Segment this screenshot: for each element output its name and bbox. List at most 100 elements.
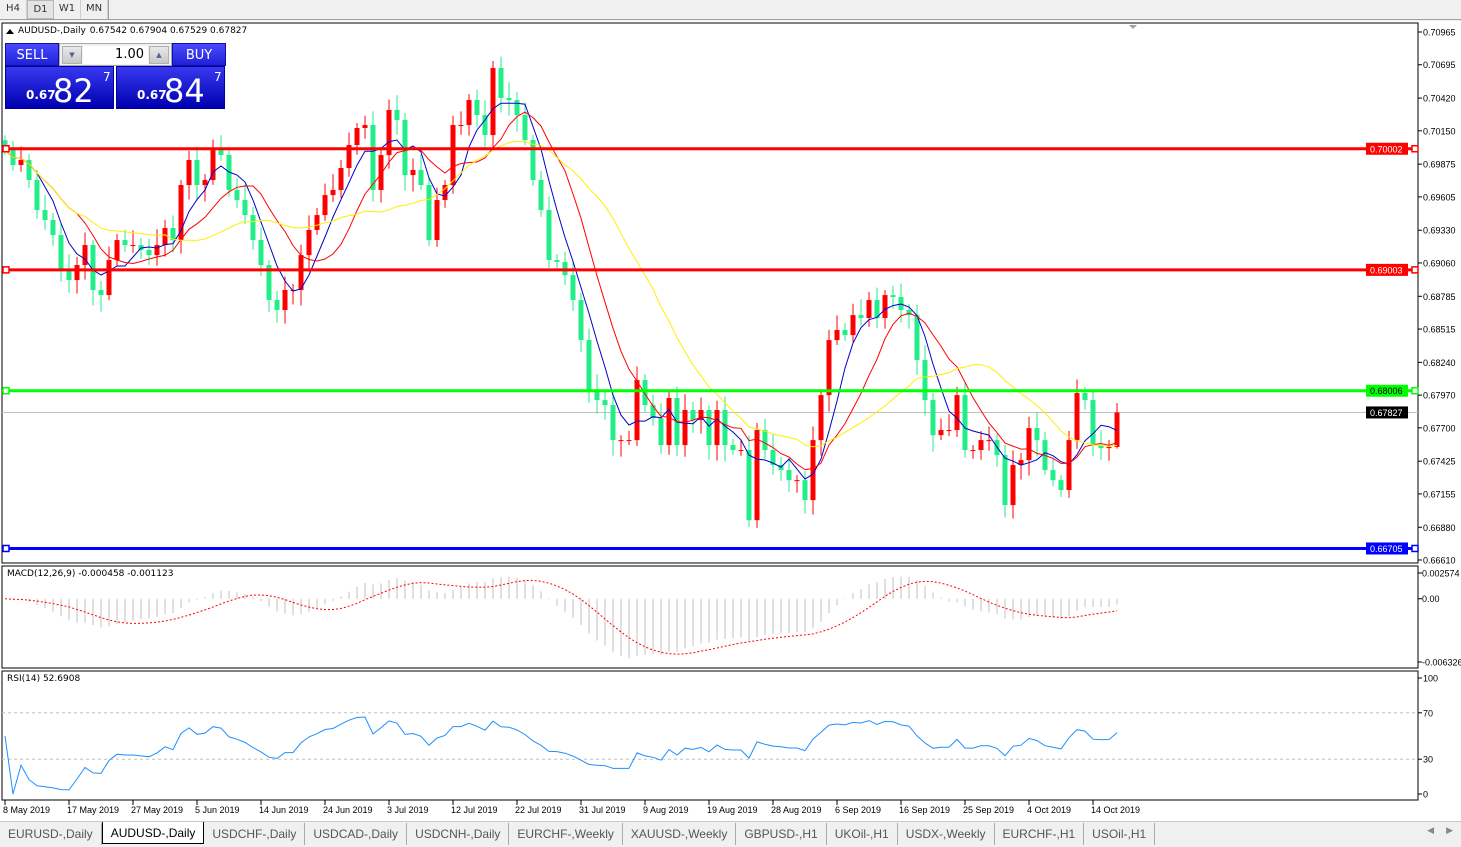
chart-tab[interactable]: USOil-,H1 [1084, 823, 1156, 845]
candle-bearish [914, 315, 920, 361]
date-axis-label: 24 Jun 2019 [323, 805, 373, 815]
candle-bullish [458, 124, 464, 126]
candle-bearish [586, 340, 592, 391]
level-price-tag [1366, 384, 1408, 397]
date-axis-label: 3 Jul 2019 [387, 805, 429, 815]
price-pane-frame [1, 22, 1419, 564]
ma-fast-line [4, 102, 1118, 480]
toolbar-divider [108, 0, 109, 19]
lot-size-stepper[interactable]: ▼ 1.00 ▲ [59, 43, 172, 66]
chart-tab[interactable]: USDCAD-,Daily [305, 823, 408, 845]
current-price-tag [1366, 406, 1408, 419]
candle-bearish [26, 160, 32, 181]
chart-tab[interactable]: GBPUSD-,H1 [736, 823, 827, 845]
candle-bearish [1002, 455, 1008, 506]
candle-bearish [570, 275, 576, 301]
candle-bearish [266, 265, 272, 301]
candle-bullish [82, 245, 88, 266]
ma-slow-line [4, 140, 1118, 448]
candle-bearish [538, 180, 544, 210]
date-axis-label: 12 Jul 2019 [451, 805, 498, 815]
chart-tab[interactable]: UKOil-,H1 [827, 823, 898, 845]
candle-bullish [1114, 412, 1120, 448]
level-price-label: 0.68006 [1370, 386, 1403, 396]
rsi-axis-label: 30 [1423, 755, 1433, 765]
timeframe-h4[interactable]: H4 [0, 0, 27, 19]
rsi-line [4, 716, 1118, 795]
candle-bearish [658, 418, 664, 446]
lot-increase-icon[interactable]: ▲ [149, 45, 169, 64]
price-axis-label: 0.68240 [1423, 358, 1456, 368]
date-axis-label: 28 Aug 2019 [771, 805, 822, 815]
candle-bearish [498, 68, 504, 98]
chart-tab[interactable]: USDCNH-,Daily [407, 823, 510, 845]
buy-price[interactable]: 0.67 84 7 [116, 66, 225, 109]
price-axis-label: 0.68515 [1423, 325, 1456, 335]
candle-bullish [738, 450, 744, 452]
chart-tab[interactable]: EURCHF-,H1 [995, 823, 1085, 845]
candle-bearish [874, 300, 880, 319]
sell-price-prefix: 0.67 [26, 88, 56, 102]
chart-tab[interactable]: EURUSD-,Daily [0, 823, 102, 845]
level-handle-right [1411, 266, 1419, 274]
collapse-triangle-icon[interactable] [6, 28, 14, 34]
candle-bearish [746, 450, 752, 521]
buy-price-pips: 84 [164, 72, 205, 110]
sell-button[interactable]: SELL [5, 43, 59, 67]
candle-bearish [922, 360, 928, 401]
candle-bullish [74, 265, 80, 281]
candle-bullish [818, 395, 824, 441]
chart-tab[interactable]: USDCHF-,Daily [204, 823, 306, 845]
rsi-axis-label: 70 [1423, 708, 1433, 718]
level-handle-right [1411, 544, 1419, 553]
timeframe-d1[interactable]: D1 [27, 0, 54, 19]
candle-bearish [730, 445, 736, 451]
chart-tab[interactable]: AUDUSD-,Daily [101, 822, 205, 844]
candle-bearish [170, 228, 176, 241]
buy-price-prefix: 0.67 [137, 88, 167, 102]
candle-bullish [754, 430, 760, 521]
price-axis-label: 0.68785 [1423, 292, 1456, 302]
candle-bearish [578, 300, 584, 341]
lot-size-input[interactable]: 1.00 [83, 45, 148, 64]
chart-tab[interactable]: USDX-,Weekly [898, 823, 995, 845]
date-axis-label: 14 Jun 2019 [259, 805, 309, 815]
tab-scroll-left-icon[interactable]: ◀ [1427, 826, 1435, 836]
timeframe-w1[interactable]: W1 [54, 0, 81, 19]
candle-bullish [714, 410, 720, 446]
date-axis-label: 17 May 2019 [67, 805, 119, 815]
sell-label: SELL [11, 46, 53, 67]
rsi-axis-label: 100 [1423, 674, 1438, 684]
date-axis-label: 27 May 2019 [131, 805, 183, 815]
date-axis-label: 16 Sep 2019 [899, 805, 950, 815]
candle-bullish [338, 168, 344, 190]
candle-bearish [194, 160, 200, 186]
chart-tab[interactable]: EURCHF-,Weekly [509, 823, 623, 845]
level-handle-left [2, 544, 10, 553]
timeframe-mn[interactable]: MN [81, 0, 108, 19]
candle-bearish [722, 410, 728, 446]
candle-bearish [906, 310, 912, 316]
buy-button[interactable]: BUY [172, 43, 226, 67]
candle-bearish [146, 249, 152, 256]
candle-bearish [1098, 445, 1104, 449]
date-axis-label: 31 Jul 2019 [579, 805, 626, 815]
candle-bullish [106, 260, 112, 296]
chart-tab[interactable]: XAUUSD-,Weekly [623, 823, 737, 845]
price-axis-label: 0.69605 [1423, 192, 1456, 202]
candle-bullish [978, 440, 984, 451]
date-axis-label: 9 Aug 2019 [643, 805, 689, 815]
level-price-tag [1366, 542, 1408, 555]
candle-bearish [890, 295, 896, 298]
price-axis-label: 0.69060 [1423, 258, 1456, 268]
price-axis-label: 0.66880 [1423, 523, 1456, 533]
price-axis-label: 0.69330 [1423, 226, 1456, 236]
macd-pane-frame [1, 565, 1419, 669]
tab-scroll-right-icon[interactable]: ▶ [1446, 826, 1453, 836]
lot-decrease-icon[interactable]: ▼ [62, 45, 82, 64]
sell-price[interactable]: 0.67 82 7 [5, 66, 114, 109]
date-axis-label: 19 Aug 2019 [707, 805, 758, 815]
date-axis-label: 5 Jun 2019 [195, 805, 240, 815]
candle-bearish [474, 100, 480, 116]
